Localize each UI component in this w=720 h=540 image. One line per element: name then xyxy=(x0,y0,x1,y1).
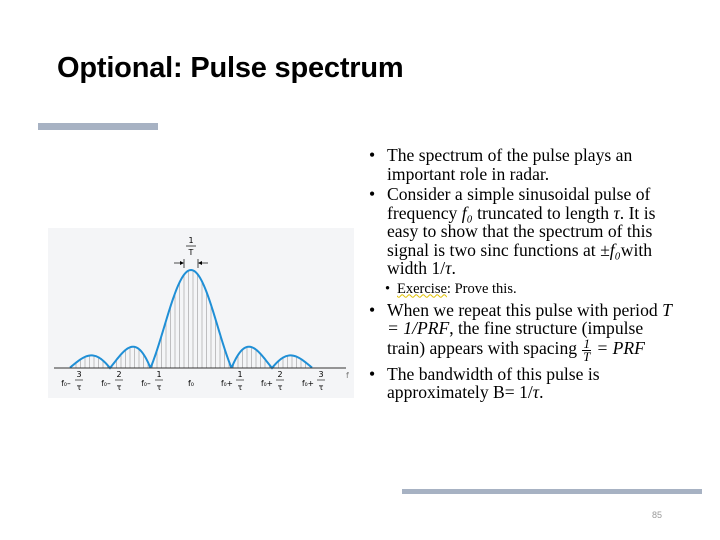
pulse-spectrum-figure: 1 T f f₀– 3 τ f₀– 2 τ f₀– 1 τ f₀ f₀+ 1 τ f₀+ 2 τ f₀+ 3 τ xyxy=(48,228,354,398)
svg-text:f₀–: f₀– xyxy=(141,379,151,388)
tick-label: f₀– 2 τ xyxy=(101,370,123,392)
width-label-num: 1 xyxy=(188,236,193,245)
spectrum-plot: 1 T f f₀– 3 τ f₀– 2 τ f₀– 1 τ f₀ f₀+ 1 τ f₀+ 2 τ f₀+ 3 τ xyxy=(54,236,349,392)
svg-text:1: 1 xyxy=(156,370,161,379)
tick-label: f₀+ 2 τ xyxy=(261,370,284,392)
svg-text:τ: τ xyxy=(278,383,283,392)
sub-bullet-exercise: Exercise: Prove this. xyxy=(367,280,685,298)
tick-label: f₀– 3 τ xyxy=(61,370,83,392)
svg-text:2: 2 xyxy=(116,370,121,379)
impulse-train xyxy=(75,270,306,368)
svg-text:1: 1 xyxy=(237,370,242,379)
bullet-list: The spectrum of the pulse plays an impor… xyxy=(367,146,685,402)
page-number: 85 xyxy=(652,510,663,520)
slide-title: Optional: Pulse spectrum xyxy=(57,52,404,84)
svg-text:3: 3 xyxy=(318,370,323,379)
period-equation: T = 1/PRF xyxy=(387,299,672,338)
svg-text:f₀–: f₀– xyxy=(101,379,111,388)
svg-text:f₀: f₀ xyxy=(188,379,194,388)
svg-text:τ: τ xyxy=(77,383,82,392)
footer-accent-rule xyxy=(402,489,702,494)
bullet-repeat-pulse: When we repeat this pulse with period T … xyxy=(367,299,685,364)
tick-label: f₀+ 3 τ xyxy=(302,370,325,392)
title-accent-rule xyxy=(38,123,158,130)
exercise-label: Exercise xyxy=(397,280,447,297)
svg-text:f₀+: f₀+ xyxy=(261,379,273,388)
svg-text:f₀+: f₀+ xyxy=(302,379,314,388)
svg-text:2: 2 xyxy=(277,370,282,379)
axis-f-label: f xyxy=(346,371,349,380)
svg-text:τ: τ xyxy=(117,383,122,392)
svg-text:f₀–: f₀– xyxy=(61,379,71,388)
width-marker: 1 T xyxy=(174,236,208,268)
sinc-envelope xyxy=(69,268,313,370)
svg-text:τ: τ xyxy=(157,383,162,392)
tick-label: f₀+ 1 τ xyxy=(221,370,244,392)
svg-text:τ: τ xyxy=(319,383,324,392)
bullet-content: The spectrum of the pulse plays an impor… xyxy=(367,146,685,404)
tick-label: f₀– 1 τ xyxy=(141,370,163,392)
width-label-den: T xyxy=(188,248,194,257)
bullet-sinusoidal-pulse: Consider a simple sinusoidal pulse of fr… xyxy=(367,185,685,278)
bullet-spectrum-role: The spectrum of the pulse plays an impor… xyxy=(367,146,685,183)
svg-text:3: 3 xyxy=(76,370,81,379)
svg-text:τ: τ xyxy=(238,383,243,392)
tick-labels: f₀– 3 τ f₀– 2 τ f₀– 1 τ f₀ f₀+ 1 τ f₀+ 2 τ f₀+ 3 τ xyxy=(61,370,325,392)
svg-text:f₀+: f₀+ xyxy=(221,379,233,388)
bullet-bandwidth: The bandwidth of this pulse is approxima… xyxy=(367,364,685,402)
tick-label: f₀ xyxy=(188,379,194,388)
